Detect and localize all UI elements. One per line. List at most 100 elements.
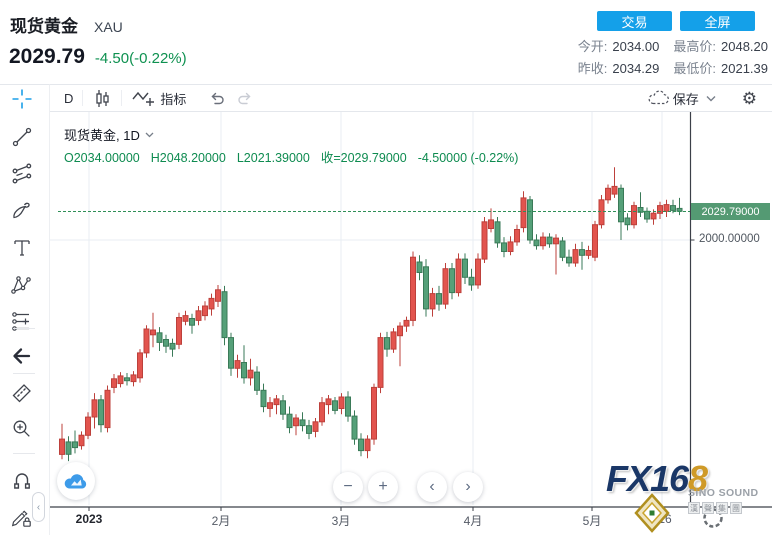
back-button[interactable] — [8, 343, 36, 369]
legend-close: 收=2029.79000 — [320, 151, 407, 165]
instrument-name: 现货黄金 — [10, 17, 78, 36]
current-price-label: 2029.79000 — [691, 203, 770, 220]
collapse-chevron-icon: ‹ — [36, 501, 41, 513]
lock-drawings-tool[interactable] — [8, 505, 36, 531]
price-axis-label[interactable]: 2000.00000 — [699, 233, 760, 245]
low-label: 最低价: — [673, 61, 716, 76]
last-price: 2029.79 — [9, 45, 85, 68]
save-label: 保存 — [672, 91, 699, 107]
high-value: 2048.20 — [721, 39, 768, 54]
toolbar-divider — [13, 373, 35, 374]
pattern-tool[interactable] — [8, 272, 36, 298]
quote-stats: 今开: 2034.00 最高价: 2048.20 昨收: 2034.29 最低价: 2021… — [578, 36, 768, 80]
sino-cn-char: 漢 — [688, 502, 700, 514]
trend-line-tool[interactable] — [8, 124, 36, 150]
text-tool[interactable] — [8, 235, 36, 261]
text-icon — [14, 240, 30, 256]
fib-pitchfork-icon — [12, 163, 32, 184]
undo-icon — [211, 92, 225, 105]
legend-high: H2048.20000 — [150, 151, 226, 165]
prev-close-label: 昨收: — [577, 61, 608, 76]
scroll-right-button[interactable]: › — [453, 472, 483, 502]
drawing-toolbar — [0, 84, 50, 535]
indicators-button[interactable]: 指标 — [131, 88, 186, 108]
quote-stats-row: 昨收: 2034.29 最低价: 2021.39 — [578, 58, 768, 80]
chevron-down-icon — [145, 132, 154, 137]
chevron-left-icon: ‹ — [429, 478, 435, 495]
chevron-right-icon: › — [465, 478, 471, 495]
quote-stats-row: 今开: 2034.00 最高价: 2048.20 — [578, 36, 768, 58]
prev-close-value: 2034.29 — [612, 61, 660, 76]
gear-icon: ⚙ — [741, 88, 757, 108]
toolbar-divider — [13, 328, 35, 329]
save-button[interactable]: 保存 — [647, 89, 716, 108]
time-axis-label-may[interactable]: 5月 — [582, 514, 602, 528]
fib-tool[interactable] — [8, 161, 36, 187]
price-row: 2029.79 -4.50(-0.22%) — [9, 45, 187, 69]
time-axis-label-apr[interactable]: 4月 — [463, 514, 483, 528]
ruler-icon — [12, 384, 31, 403]
fx168-text: FX16 — [606, 458, 689, 499]
instrument-title-row: 现货黄金 XAU — [10, 12, 123, 37]
sino-sound-cn: 漢 聲 集 團 — [688, 502, 772, 514]
zoom-in-button[interactable]: + — [368, 472, 398, 502]
low-value: 2021.39 — [721, 61, 768, 76]
chart-legend-ohlc: O2034.00000 H2048.20000 L2021.39000 收=2029.… — [64, 147, 529, 166]
zoom-in-tool[interactable] — [8, 416, 36, 442]
scroll-left-button[interactable]: ‹ — [417, 472, 447, 502]
header-buttons: 交易 全屏 — [597, 11, 755, 31]
time-axis-label-mar[interactable]: 3月 — [331, 514, 351, 528]
instrument-symbol: XAU — [94, 19, 123, 35]
toolbar-divider — [82, 90, 84, 106]
interval-selector[interactable]: D — [64, 91, 73, 106]
chart-toolbar: D 指标 — [50, 84, 772, 112]
chart-type-button[interactable] — [92, 88, 112, 108]
candlestick-type-icon — [96, 90, 110, 107]
sino-cn-char: 集 — [716, 502, 728, 514]
toolbar-divider — [13, 453, 35, 454]
cloud-save-icon — [648, 90, 669, 105]
undo-button[interactable] — [208, 89, 226, 107]
zoom-out-button[interactable]: − — [333, 472, 363, 502]
minus-icon: − — [343, 478, 353, 495]
interval-label: D — [64, 90, 74, 106]
time-axis-label-2023[interactable]: 2023 — [75, 512, 103, 526]
trend-line-icon — [12, 127, 32, 147]
legend-open: O2034.00000 — [64, 151, 140, 165]
pencil-lock-icon — [11, 510, 31, 527]
fullscreen-button[interactable]: 全屏 — [680, 11, 755, 31]
trade-button[interactable]: 交易 — [597, 11, 672, 31]
arrow-left-icon — [13, 348, 31, 364]
crosshair-tool[interactable] — [8, 86, 36, 112]
save-chevron-down-icon[interactable] — [706, 95, 716, 102]
brush-tool[interactable] — [8, 198, 36, 224]
xabcd-pattern-icon — [11, 276, 31, 294]
sino-cn-char: 團 — [730, 502, 742, 514]
sino-sound-logo: SiNO SOUND 漢 聲 集 團 — [688, 487, 772, 514]
price-change: -4.50(-0.22%) — [94, 50, 187, 67]
plus-icon: + — [378, 478, 388, 495]
redo-icon — [238, 92, 251, 105]
header: 现货黄金 XAU 2029.79 -4.50(-0.22%) 交易 全屏 今开:… — [0, 0, 772, 84]
open-label: 今开: — [577, 39, 608, 54]
magnet-tool[interactable] — [8, 468, 36, 494]
sino-sound-name: SiNO SOUND — [688, 487, 759, 499]
high-label: 最高价: — [673, 39, 716, 54]
indicators-icon — [132, 91, 155, 106]
legend-low: L2021.39000 — [236, 151, 310, 165]
legend-series-name: 现货黄金, 1D — [64, 128, 140, 143]
settings-button[interactable]: ⚙ — [742, 90, 757, 107]
collapse-toolbar-handle[interactable]: ‹ — [32, 492, 45, 522]
fx168-logo: FX168 — [606, 458, 708, 500]
open-value: 2034.00 — [612, 39, 660, 54]
chart-legend-title[interactable]: 现货黄金, 1D — [64, 125, 154, 144]
sino-cn-char: 聲 — [702, 502, 714, 514]
sino-diamond-icon — [634, 493, 670, 533]
toolbar-divider — [121, 90, 123, 106]
time-axis-label-feb[interactable]: 2月 — [211, 514, 231, 528]
publish-idea-button[interactable] — [57, 462, 95, 500]
redo-button[interactable] — [236, 89, 254, 107]
measure-tool[interactable] — [8, 380, 36, 406]
